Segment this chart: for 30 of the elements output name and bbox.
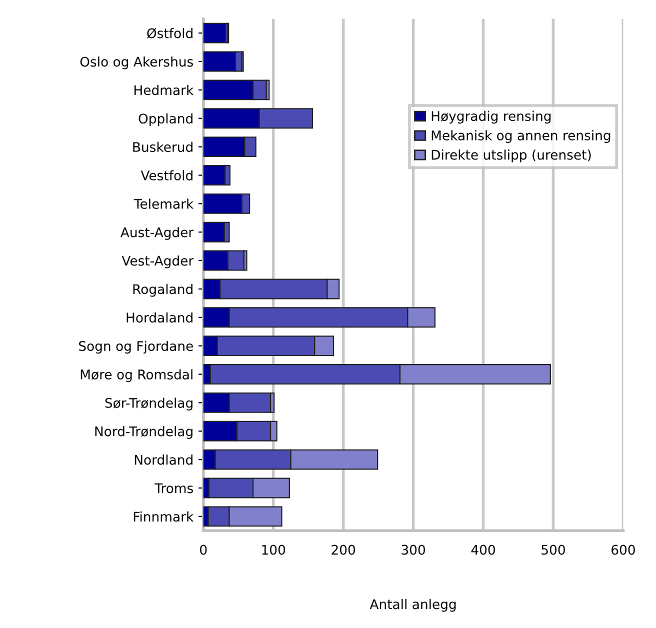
legend-label: Høygradig rensing [432, 110, 551, 124]
y-tick-label: Nordland [134, 454, 192, 465]
x-tick-label: 600 [612, 544, 635, 555]
x-tick-label: 200 [332, 544, 356, 555]
y-tick-label: Møre og Romsdal [80, 369, 192, 382]
y-tick-label: Nord-Trøndelag [95, 426, 192, 439]
y-tick-label: Telemark [134, 198, 194, 209]
x-tick-label: 300 [402, 544, 425, 555]
y-tick-label: Hedmark [134, 84, 194, 96]
x-axis-title: Antall anlegg [370, 598, 456, 612]
y-tick-label: Finnmark [134, 511, 194, 522]
y-tick-label: Vest-Agder [122, 256, 194, 268]
x-tick-label: 500 [542, 544, 565, 555]
y-tick-label: Østfold [147, 28, 192, 39]
y-tick-label: Sogn og Fjordane [79, 340, 193, 354]
y-tick-label: Troms [154, 483, 193, 494]
legend-label: Mekanisk og annen rensing [432, 130, 610, 143]
y-tick-label: Oppland [138, 113, 192, 126]
bar [203, 22, 226, 44]
x-tick-label: 400 [471, 544, 495, 555]
y-tick-label: Buskerud [133, 142, 192, 152]
y-tick-label: Vestfold [140, 170, 192, 180]
x-tick-label: 0 [200, 544, 207, 555]
y-tick-label: Oslo og Akershus [80, 56, 193, 70]
y-tick-label: Sør-Trøndelag [105, 398, 192, 410]
y-tick-label: Rogaland [133, 284, 192, 297]
x-tick-label: 100 [262, 544, 286, 555]
y-tick-label: Hordaland [126, 312, 192, 323]
legend-label: Direkte utslipp (urenset) [432, 150, 591, 162]
y-tick-label: Aust-Agder [120, 227, 194, 240]
